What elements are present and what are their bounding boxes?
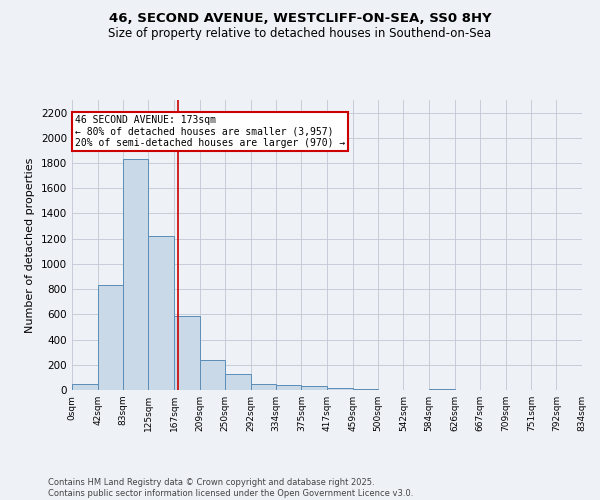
Bar — [301, 386, 327, 390]
Bar — [225, 374, 251, 390]
Y-axis label: Number of detached properties: Number of detached properties — [25, 158, 35, 332]
Text: 46 SECOND AVENUE: 173sqm
← 80% of detached houses are smaller (3,957)
20% of sem: 46 SECOND AVENUE: 173sqm ← 80% of detach… — [75, 115, 346, 148]
Text: 46, SECOND AVENUE, WESTCLIFF-ON-SEA, SS0 8HY: 46, SECOND AVENUE, WESTCLIFF-ON-SEA, SS0… — [109, 12, 491, 26]
Text: Size of property relative to detached houses in Southend-on-Sea: Size of property relative to detached ho… — [109, 28, 491, 40]
Bar — [174, 316, 200, 390]
Bar — [276, 385, 301, 390]
Bar — [98, 286, 123, 390]
Bar — [200, 360, 225, 390]
Bar — [148, 236, 174, 390]
Bar — [251, 384, 276, 390]
Bar — [72, 384, 98, 390]
Bar — [327, 388, 353, 390]
Bar — [123, 160, 148, 390]
Text: Contains HM Land Registry data © Crown copyright and database right 2025.
Contai: Contains HM Land Registry data © Crown c… — [48, 478, 413, 498]
